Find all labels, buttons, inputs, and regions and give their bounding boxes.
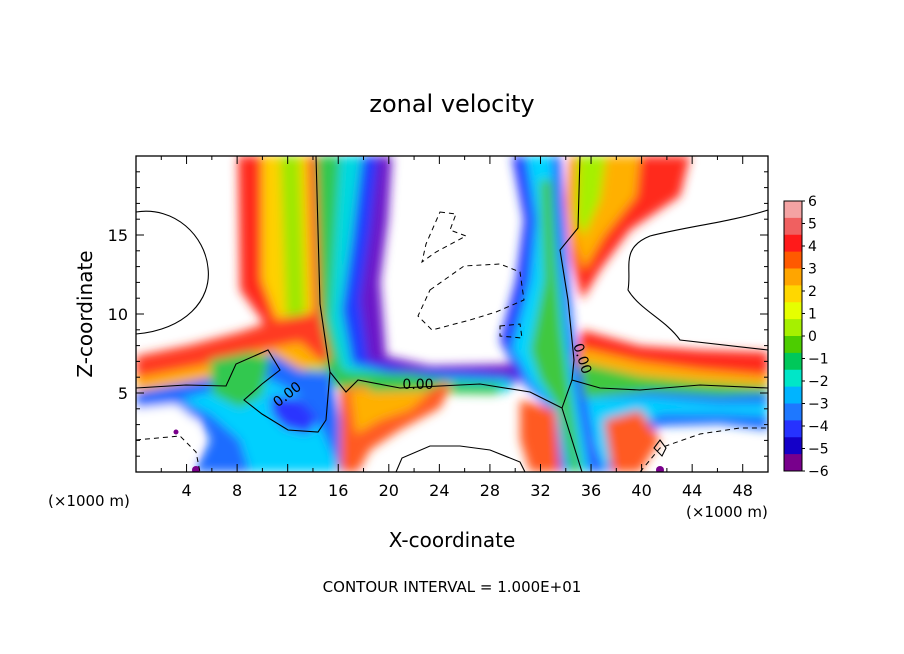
- colorbar-swatch: [784, 437, 802, 455]
- y-axis-label: Z-coordinate: [73, 250, 97, 377]
- colorbar-label: 2: [808, 284, 817, 300]
- x-tick-label: 24: [429, 481, 449, 500]
- colorbar-swatch: [784, 302, 802, 320]
- x-tick-label: 44: [682, 481, 702, 500]
- colorbar-label: 6: [808, 194, 817, 210]
- colorbar-swatch: [784, 319, 802, 337]
- colorbar-swatch: [784, 251, 802, 269]
- colorbar-label: 5: [808, 217, 817, 233]
- colorbar-label: 4: [808, 239, 817, 255]
- colorbar-swatch: [784, 352, 802, 371]
- x-tick-label: 32: [530, 481, 550, 500]
- velocity-field: [136, 156, 768, 472]
- x-axis-label: X-coordinate: [389, 528, 516, 552]
- x-tick-label: 4: [181, 481, 191, 500]
- x-tick-label: 16: [328, 481, 348, 500]
- colorbar-label: −3: [808, 397, 829, 413]
- colorbar-swatch: [784, 234, 802, 253]
- colorbar: 6 5 4 3 2 1 0 −1 −2 −3 −4 −5 −6: [783, 194, 829, 480]
- x-axis: 4 8 12 16 20 24 28 32 36 40 44 48: [160, 156, 753, 500]
- colorbar-label: 1: [808, 307, 817, 323]
- x-tick-label: 36: [581, 481, 601, 500]
- dashed-contours: [136, 211, 768, 472]
- contour-lines: [136, 156, 768, 472]
- x-tick-label: 12: [278, 481, 298, 500]
- y-tick-label: 10: [108, 305, 128, 324]
- colorbar-swatch: [784, 386, 802, 404]
- x-tick-label: 8: [232, 481, 242, 500]
- colorbar-swatch: [784, 454, 802, 472]
- x-tick-label: 48: [733, 481, 753, 500]
- colorbar-swatch: [784, 285, 802, 303]
- chart-title: zonal velocity: [369, 90, 534, 118]
- y-tick-label: 15: [108, 226, 128, 245]
- colorbar-label: 0: [808, 329, 817, 345]
- colorbar-swatch: [784, 403, 802, 421]
- colorbar-swatch: [784, 369, 802, 388]
- x-tick-label: 40: [631, 481, 651, 500]
- colorbar-label: 3: [808, 262, 817, 278]
- colorbar-swatch: [784, 201, 802, 219]
- colorbar-swatch: [784, 336, 802, 354]
- colorbar-swatch: [784, 268, 802, 286]
- colorbar-label: −4: [808, 419, 829, 435]
- colorbar-label: −6: [808, 464, 829, 480]
- x-tick-label: 28: [480, 481, 500, 500]
- colorbar-label: −5: [808, 442, 829, 458]
- y-axis: 5 10 15: [108, 171, 768, 457]
- colorbar-label: −2: [808, 374, 829, 390]
- x-axis-unit-left: (×1000 m): [48, 492, 130, 510]
- contour-label: 0.00: [402, 377, 433, 393]
- colorbar-swatch: [784, 217, 802, 236]
- colorbar-label: −1: [808, 352, 829, 368]
- colorbar-swatch: [784, 420, 802, 438]
- x-axis-unit-right: (×1000 m): [686, 503, 768, 521]
- x-tick-label: 20: [379, 481, 399, 500]
- y-tick-label: 5: [118, 384, 128, 403]
- contour-interval-footer: CONTOUR INTERVAL = 1.000E+01: [323, 578, 582, 596]
